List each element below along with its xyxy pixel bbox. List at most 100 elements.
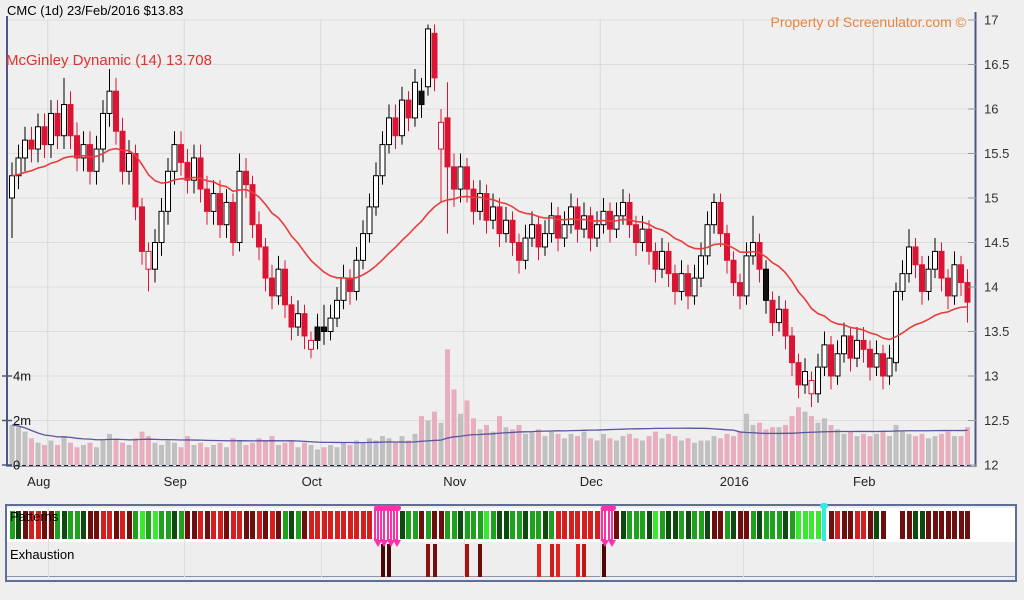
signal-cell: [256, 511, 262, 539]
month-axis-labels: Aug Sep Oct Nov Dec 2016 Feb: [27, 474, 875, 489]
signal-cell: [692, 511, 697, 539]
price-tick-label: 15: [984, 191, 998, 206]
signal-cell: [568, 511, 574, 539]
signal-cell: [627, 511, 632, 539]
signal-cell: [250, 511, 255, 539]
price-tick-label: 17: [984, 13, 998, 28]
price-axis-labels: 17 16.5 16 15.5 15 14.5 14 13.5 13 12.5 12: [968, 13, 1009, 473]
exhaustion-label: Exhaustion: [10, 547, 75, 562]
signal-cell: [659, 511, 665, 539]
exhaustion-bar: [549, 544, 554, 577]
price-tick-label: 15.5: [984, 146, 1009, 161]
signal-cell: [360, 511, 366, 539]
signal-cell: [321, 511, 327, 539]
signal-cell: [230, 511, 236, 539]
signal-cell-cyan-marker: [820, 503, 828, 541]
signal-cell: [198, 511, 203, 539]
exhaustion-bar: [426, 544, 430, 577]
exhaustion-bar: [432, 544, 437, 577]
volume-ma-line: [11, 424, 968, 444]
exhaustion-bar: [465, 544, 469, 577]
signal-cell: [802, 511, 808, 539]
signal-cell-reversal-marker: [386, 505, 395, 547]
signal-cell: [42, 511, 47, 539]
signal-cell: [835, 511, 840, 539]
signal-cell-reversal-marker: [393, 505, 401, 547]
signal-cell: [952, 511, 957, 539]
signal-cell: [120, 511, 125, 539]
signal-cell: [640, 511, 645, 539]
signal-cell: [848, 511, 853, 539]
signal-cell: [74, 511, 80, 539]
signal-cell: [549, 511, 554, 539]
signal-cell: [763, 511, 769, 539]
signal-cell: [880, 511, 886, 539]
signal-cell: [35, 511, 41, 539]
price-tick-label: 14.5: [984, 235, 1009, 250]
month-label: Aug: [27, 474, 50, 489]
exhaustion-bar: [556, 544, 560, 577]
signal-cell: [48, 511, 54, 539]
signal-cell: [419, 511, 424, 539]
signal-cell: [581, 511, 587, 539]
signal-cell-reversal-marker: [601, 505, 609, 547]
month-label: 2016: [720, 474, 749, 489]
price-tick-label: 13: [984, 369, 998, 384]
signal-cell: [464, 511, 470, 539]
signal-cell: [497, 511, 502, 539]
signal-cell: [412, 511, 418, 539]
month-label: Sep: [164, 474, 187, 489]
signal-cell: [269, 511, 275, 539]
panel-month-gridline: [873, 508, 875, 577]
panel-month-gridline: [463, 508, 465, 577]
signal-cell: [315, 511, 320, 539]
signal-cell: [731, 511, 736, 539]
signal-cell: [178, 511, 184, 539]
price-tick-label: 16: [984, 102, 998, 117]
signal-cell: [685, 511, 691, 539]
signal-cell: [354, 511, 359, 539]
signal-cell: [445, 511, 450, 539]
signal-cell: [263, 511, 268, 539]
signal-cell: [939, 511, 944, 539]
signal-cell: [484, 511, 489, 539]
panel-month-gridline: [600, 508, 602, 577]
panel-month-gridline: [184, 508, 186, 577]
signal-cell: [529, 511, 535, 539]
signal-cell: [926, 511, 931, 539]
signal-cell: [133, 511, 138, 539]
signal-cell: [94, 511, 99, 539]
signal-cell-reversal-marker: [380, 505, 388, 547]
signal-cell: [666, 511, 671, 539]
signal-cell: [796, 511, 801, 539]
signal-cell: [588, 511, 593, 539]
signal-cell: [29, 511, 34, 539]
month-label: Oct: [302, 474, 323, 489]
panel-month-gridline: [743, 508, 745, 577]
signal-cell: [341, 511, 346, 539]
panel-inner-line: [7, 576, 1015, 577]
month-label: Feb: [853, 474, 875, 489]
signal-cell: [185, 511, 190, 539]
signal-cell: [620, 511, 626, 539]
signal-cell: [87, 511, 93, 539]
exhaustion-bar: [582, 544, 586, 577]
month-label: Dec: [580, 474, 604, 489]
signal-cell: [906, 511, 912, 539]
signal-cell: [815, 511, 821, 539]
signal-cell: [828, 511, 834, 539]
signal-cell: [328, 511, 333, 539]
signal-cell: [861, 511, 866, 539]
signal-cell: [770, 511, 775, 539]
signal-cell: [211, 511, 216, 539]
signal-cell: [451, 511, 457, 539]
signal-cell: [503, 511, 509, 539]
signal-cell: [562, 511, 567, 539]
signal-cell: [510, 511, 515, 539]
signal-cell: [16, 511, 21, 539]
signal-cell: [243, 511, 249, 539]
exhaustion-bar: [478, 544, 482, 577]
volume-axis-labels: 4m 2m 0: [2, 369, 31, 473]
watermark-label: Property of Screenulator.com ©: [770, 14, 966, 30]
